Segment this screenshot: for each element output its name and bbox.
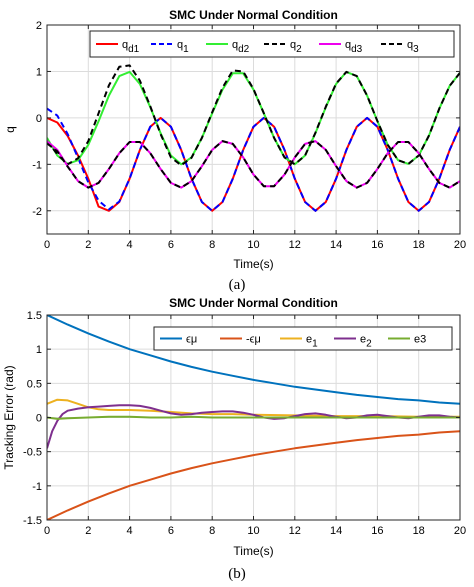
- y-tick-label: 0: [36, 113, 42, 125]
- legend-label-text: ϵμ: [186, 334, 197, 346]
- y-tick-label: 0.5: [27, 378, 42, 390]
- series-line-5: [47, 415, 460, 420]
- chart-title: SMC Under Normal Condition: [169, 296, 338, 310]
- legend-label-subscript: 2: [296, 44, 302, 55]
- y-tick-label: 2: [36, 20, 42, 32]
- y-tick-label: -1: [32, 481, 42, 493]
- legend-label-text: q: [290, 39, 296, 51]
- x-tick-label: 14: [330, 525, 342, 537]
- x-tick-label: 6: [168, 239, 174, 251]
- legend-label-3: e1: [306, 334, 318, 350]
- y-axis-label: Tracking Error (rad): [2, 365, 16, 469]
- legend-label-text: -ϵμ: [246, 334, 261, 346]
- y-tick-label: 0: [36, 413, 42, 425]
- x-tick-label: 12: [289, 239, 301, 251]
- x-tick-label: 16: [371, 239, 383, 251]
- y-tick-label: -2: [32, 206, 42, 218]
- legend-label-2: q1: [177, 39, 189, 55]
- legend-label-5: qd3: [345, 39, 363, 55]
- legend-label-1: ϵμ: [186, 334, 197, 346]
- legend-label-4: q2: [290, 39, 302, 55]
- legend: ϵμ -ϵμ e1 e2 e3: [153, 326, 453, 351]
- series-line-1: [47, 315, 460, 405]
- x-tick-label: 16: [371, 525, 383, 537]
- x-tick-label: 6: [168, 525, 174, 537]
- legend-label-subscript: 1: [312, 339, 318, 350]
- legend-label-text: q: [407, 39, 413, 51]
- x-tick-label: 8: [209, 239, 215, 251]
- legend-label-subscript: d2: [238, 44, 250, 55]
- x-tick-label: 2: [85, 239, 91, 251]
- series-line-4: [47, 404, 460, 449]
- x-tick-label: 2: [85, 525, 91, 537]
- x-axis-label: Time(s): [233, 544, 273, 558]
- y-tick-label: -1.5: [23, 515, 42, 527]
- chart-title: SMC Under Normal Condition: [169, 8, 338, 22]
- x-tick-label: 18: [413, 525, 425, 537]
- legend-label-subscript: d3: [351, 44, 363, 55]
- legend-label-subscript: 2: [366, 339, 372, 350]
- legend-label-text: e: [360, 334, 366, 346]
- legend-label-6: q3: [407, 39, 419, 55]
- series-group: [47, 64, 460, 212]
- x-tick-label: 4: [127, 525, 133, 537]
- legend-label-subscript: 3: [413, 44, 419, 55]
- legend: qd1 q1 qd2 q2 qd3 q3: [89, 30, 455, 58]
- y-tick-label: 1: [36, 66, 42, 78]
- legend-label-1: qd1: [122, 39, 140, 55]
- x-tick-label: 20: [454, 239, 466, 251]
- series-line-6: [47, 140, 460, 189]
- y-tick-label: 1.5: [27, 310, 42, 322]
- series-line-2: [47, 430, 460, 520]
- x-tick-label: 0: [44, 525, 50, 537]
- legend-label-text: e3: [414, 334, 426, 346]
- legend-label-text: q: [177, 39, 183, 51]
- series-group: [47, 315, 460, 520]
- x-tick-label: 10: [247, 525, 259, 537]
- legend-label-text: q: [345, 39, 351, 51]
- legend-label-4: e2: [360, 334, 372, 350]
- legend-label-text: q: [232, 39, 238, 51]
- legend-label-text: e: [306, 334, 312, 346]
- legend-label-text: q: [122, 39, 128, 51]
- x-tick-label: 18: [413, 239, 425, 251]
- figure-caption: (a): [229, 277, 246, 293]
- series-line-2: [47, 107, 460, 212]
- y-tick-label: -0.5: [23, 447, 42, 459]
- x-tick-label: 20: [454, 525, 466, 537]
- legend-label-subscript: 1: [183, 44, 189, 55]
- y-tick-label: 1: [36, 344, 42, 356]
- x-tick-label: 0: [44, 239, 50, 251]
- y-tick-label: -1: [32, 159, 42, 171]
- y-axis-label: q: [3, 126, 17, 133]
- x-tick-label: 4: [127, 239, 133, 251]
- legend-label-5: e3: [414, 334, 426, 346]
- figure-caption: (b): [228, 566, 246, 582]
- legend-box: [153, 326, 453, 351]
- legend-label-subscript: d1: [128, 44, 140, 55]
- x-tick-label: 10: [247, 239, 259, 251]
- x-tick-label: 8: [209, 525, 215, 537]
- x-axis-label: Time(s): [233, 257, 273, 271]
- x-tick-label: 14: [330, 239, 342, 251]
- x-tick-label: 12: [289, 525, 301, 537]
- legend-label-3: qd2: [232, 39, 250, 55]
- legend-label-2: -ϵμ: [246, 334, 261, 346]
